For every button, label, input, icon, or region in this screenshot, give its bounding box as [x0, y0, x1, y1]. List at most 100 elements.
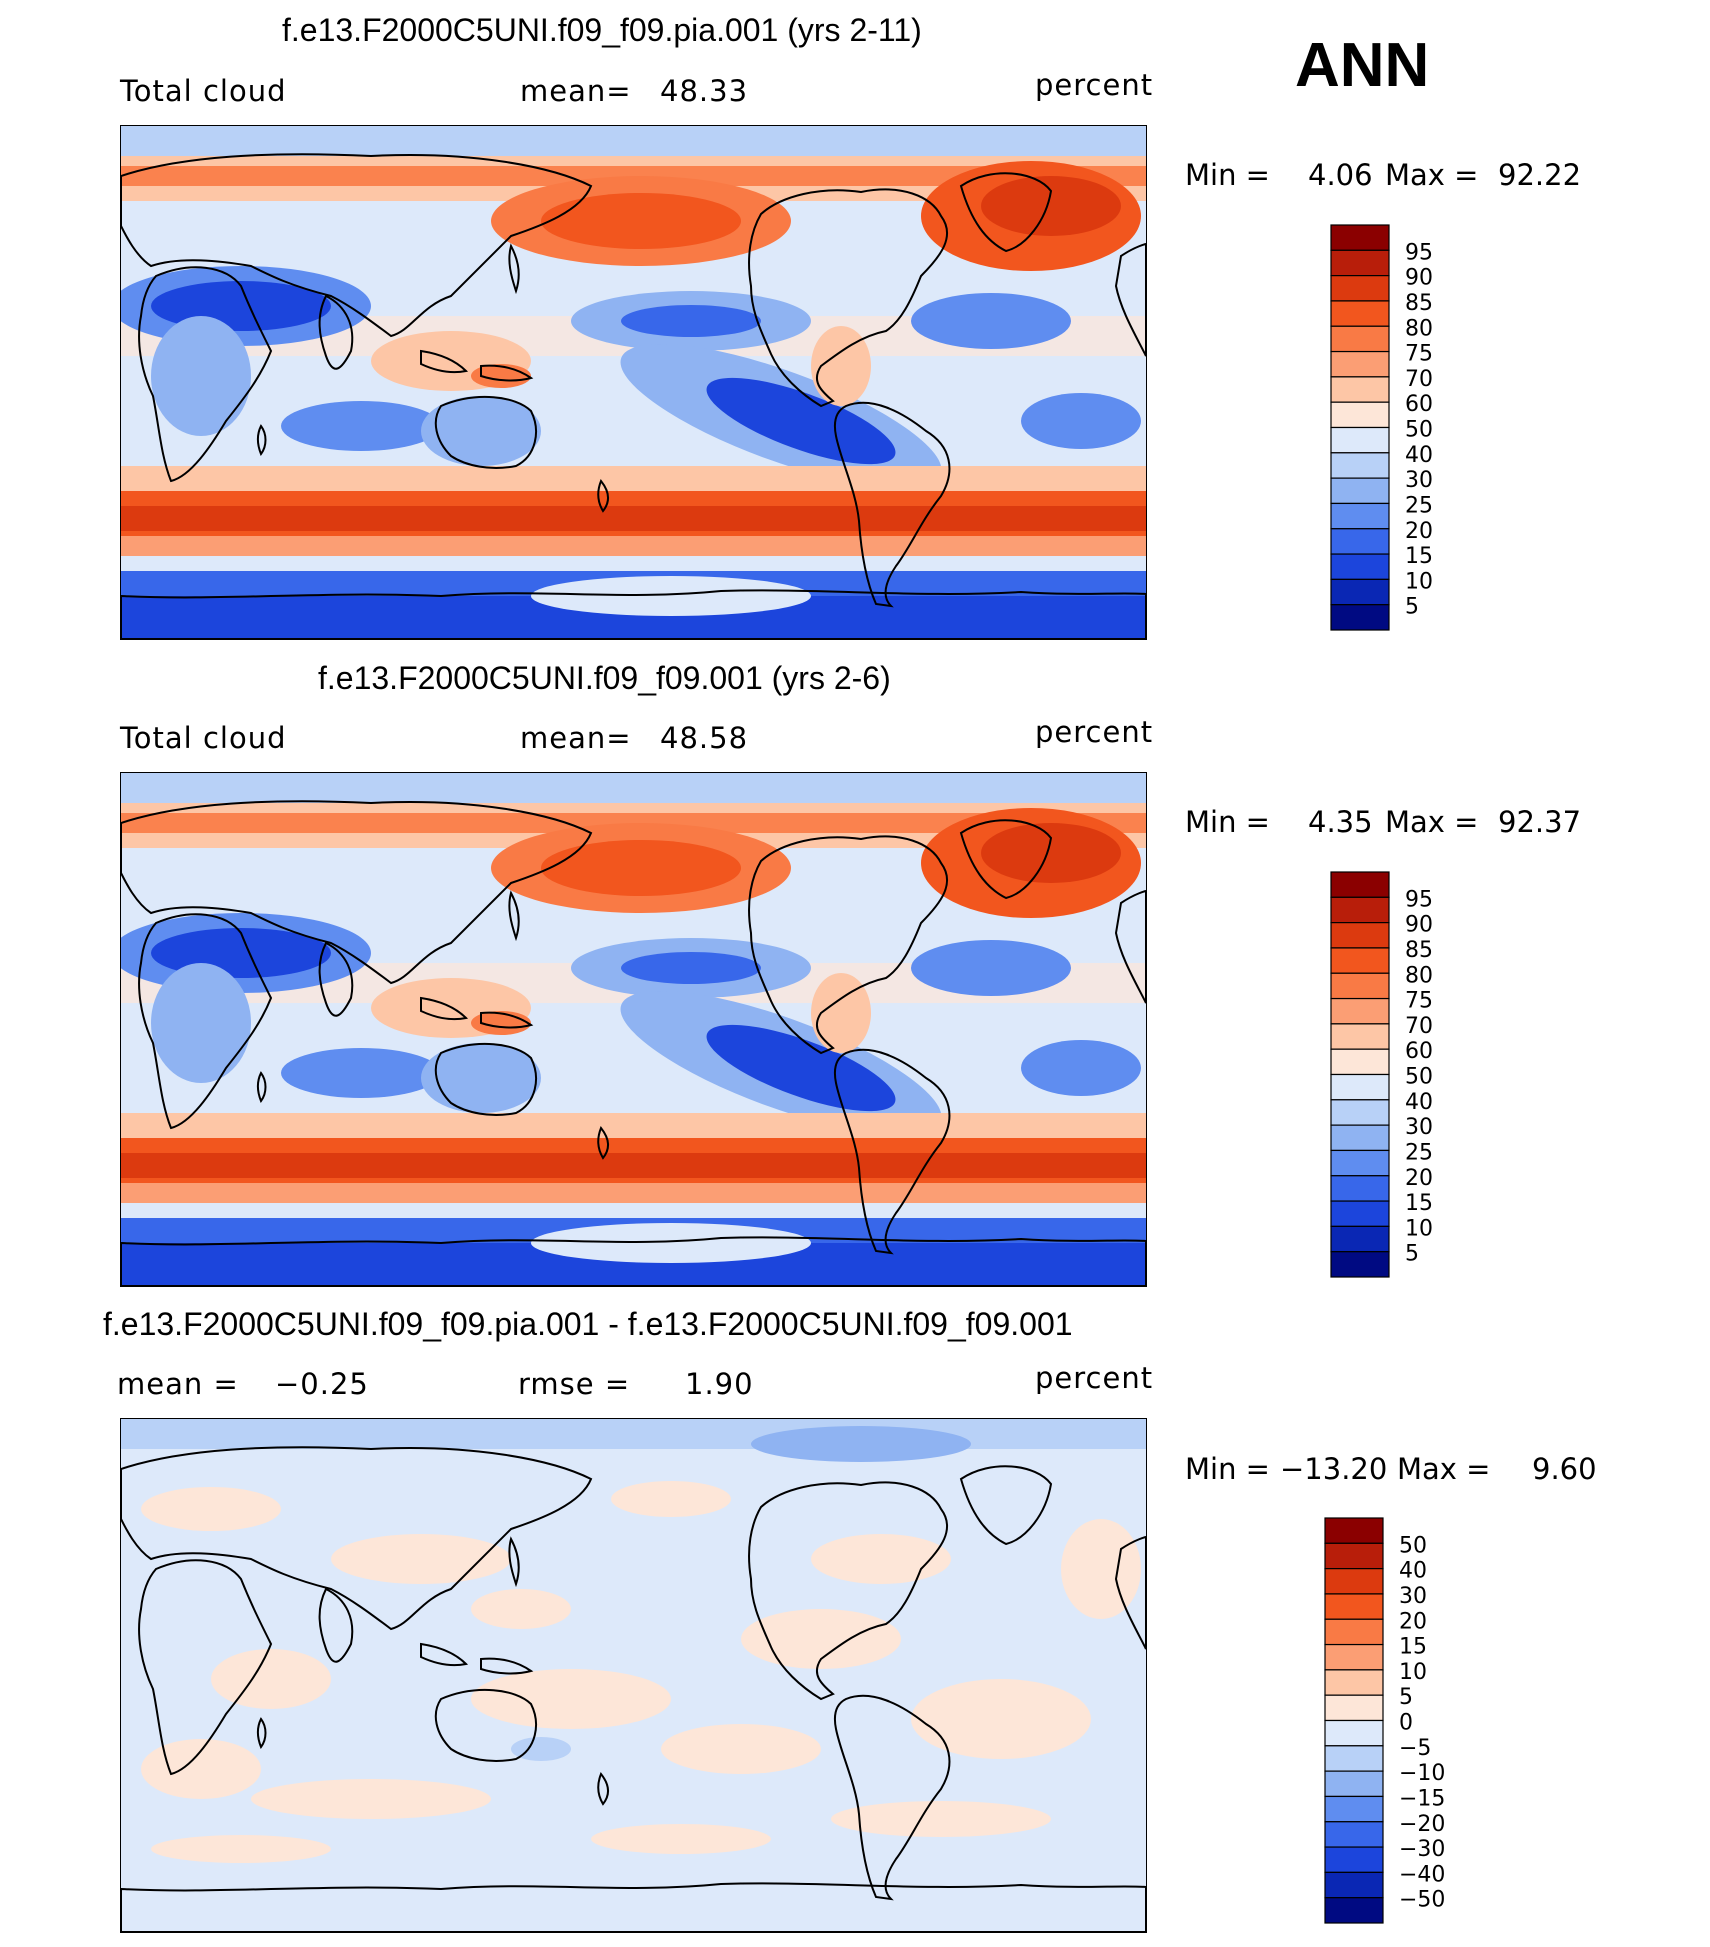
colorbar-swatch	[1330, 896, 1390, 924]
colorbar-tick-label: 90	[1405, 266, 1433, 291]
panel-2-map-field	[121, 773, 1146, 1286]
colorbar-swatch	[1330, 224, 1390, 251]
panel-3-max-value: 9.60	[1532, 1452, 1597, 1486]
colorbar-tick-label: 15	[1399, 1635, 1427, 1660]
colorbar-tick-label: 75	[1405, 989, 1433, 1014]
colorbar-tick-label: 50	[1405, 418, 1433, 443]
colorbar-tick-label: 75	[1405, 342, 1433, 367]
colorbar-tick-label: −50	[1399, 1888, 1445, 1913]
colorbar-swatch	[1330, 477, 1390, 505]
colorbar-tick-label: 10	[1405, 569, 1433, 594]
colorbar-tick-label: 70	[1405, 367, 1433, 392]
panel-1-units: percent	[1035, 68, 1154, 102]
panel-1-title: f.e13.F2000C5UNI.f09_f09.pia.001 (yrs 2-…	[282, 12, 922, 48]
panel-1-min-value: 4.06	[1308, 158, 1373, 192]
panel-3-rmse-value: 1.90	[685, 1367, 754, 1401]
colorbar-tick-label: −30	[1399, 1837, 1445, 1862]
colorbar-tick-label: 15	[1405, 1191, 1433, 1216]
colorbar-tick-label: 20	[1405, 1166, 1433, 1191]
colorbar-swatch	[1324, 1643, 1384, 1671]
panel-3-units: percent	[1035, 1361, 1154, 1395]
panel-1-min-label: Min =	[1185, 158, 1270, 192]
colorbar-swatch	[1330, 249, 1390, 277]
panel-1-max-label: Max =	[1385, 158, 1479, 192]
colorbar-tick-label: 50	[1405, 1065, 1433, 1090]
colorbar-tick-label: 30	[1399, 1584, 1427, 1609]
colorbar-swatch	[1324, 1821, 1384, 1848]
colorbar-tick-label: 85	[1405, 938, 1433, 963]
colorbar-swatch	[1330, 376, 1390, 403]
colorbar-swatch	[1324, 1719, 1384, 1747]
colorbar-swatch	[1324, 1568, 1384, 1595]
colorbar-swatch	[1330, 1023, 1390, 1050]
colorbar-swatch	[1324, 1770, 1384, 1798]
panel-3-map-field	[121, 1419, 1146, 1932]
colorbar-tick-label: 20	[1405, 519, 1433, 544]
panel-1-mean-label: mean=	[520, 74, 632, 108]
colorbar-swatch	[1330, 1251, 1390, 1278]
panel-2-mean-value: 48.58	[660, 721, 749, 755]
colorbar-swatch	[1324, 1897, 1384, 1924]
panel-2-max-value: 92.37	[1498, 805, 1582, 839]
colorbar-tick-label: 15	[1405, 544, 1433, 569]
colorbar-swatch	[1324, 1593, 1384, 1620]
colorbar-swatch	[1324, 1618, 1384, 1646]
colorbar-swatch	[1330, 947, 1390, 974]
colorbar-swatch	[1330, 1124, 1390, 1152]
colorbar-swatch	[1324, 1669, 1384, 1696]
colorbar-tick-label: 80	[1405, 963, 1433, 988]
panel-2-mean-label: mean=	[520, 721, 632, 755]
colorbar-swatch	[1330, 553, 1390, 580]
panel-2-min-label: Min =	[1185, 805, 1270, 839]
colorbar-swatch	[1324, 1694, 1384, 1722]
colorbar-swatch	[1330, 426, 1390, 454]
colorbar-swatch	[1330, 997, 1390, 1025]
panel-3-min-value: −13.20	[1280, 1452, 1388, 1486]
colorbar-tick-label: 90	[1405, 913, 1433, 938]
panel-1-max-value: 92.22	[1498, 158, 1582, 192]
colorbar-tick-label: −5	[1399, 1736, 1431, 1761]
colorbar-swatch	[1330, 452, 1390, 479]
colorbar-swatch	[1324, 1745, 1384, 1772]
colorbar-tick-label: −10	[1399, 1761, 1445, 1786]
colorbar-swatch	[1330, 922, 1390, 949]
colorbar-swatch	[1324, 1846, 1384, 1873]
colorbar-swatch	[1324, 1517, 1384, 1544]
colorbar-swatch	[1330, 578, 1390, 606]
colorbar-tick-label: −20	[1399, 1812, 1445, 1837]
panel-3-rmse-label: rmse =	[518, 1367, 631, 1401]
colorbar-tick-label: 60	[1405, 392, 1433, 417]
colorbar-tick-label: 40	[1405, 443, 1433, 468]
colorbar-tick-label: 95	[1405, 887, 1433, 912]
colorbar-tick-label: 40	[1399, 1559, 1427, 1584]
colorbar-swatch	[1324, 1795, 1384, 1823]
colorbar-swatch	[1324, 1542, 1384, 1570]
panel-3-max-label: Max =	[1397, 1452, 1491, 1486]
panel-3-mean-label: mean =	[117, 1367, 239, 1401]
colorbar-tick-label: 5	[1405, 1242, 1419, 1267]
colorbar-tick-label: 0	[1399, 1711, 1413, 1736]
colorbar-swatch	[1330, 871, 1390, 898]
panel-3-mean-value: −0.25	[275, 1367, 369, 1401]
colorbar-swatch	[1330, 275, 1390, 302]
colorbar-swatch	[1330, 300, 1390, 327]
colorbar-swatch	[1330, 325, 1390, 353]
colorbar-swatch	[1330, 972, 1390, 1000]
colorbar-swatch	[1330, 1073, 1390, 1101]
colorbar-tick-label: 50	[1399, 1533, 1427, 1558]
colorbar-tick-label: 5	[1399, 1685, 1413, 1710]
colorbar-swatch	[1330, 1225, 1390, 1253]
colorbar-tick-label: 30	[1405, 1115, 1433, 1140]
panel-3-title: f.e13.F2000C5UNI.f09_f09.pia.001 - f.e13…	[103, 1306, 1073, 1342]
colorbar-tick-label: 10	[1399, 1660, 1427, 1685]
colorbar-swatch	[1330, 502, 1390, 530]
panel-1-mean-value: 48.33	[660, 74, 749, 108]
colorbar-swatch	[1330, 1048, 1390, 1076]
colorbar-tick-label: 40	[1405, 1090, 1433, 1115]
panel-2-map	[120, 772, 1147, 1287]
panel-3-colorbar: 50 40 30 20 15 10 5 0 −5 −10 −15 −20 −30 −40 −50	[1324, 1517, 1465, 1924]
colorbar-swatch	[1330, 1149, 1390, 1177]
panel-3-min-label: Min =	[1185, 1452, 1270, 1486]
panel-2-colorbar: 95 90 85 80 75 70 60 50 40 30 25 20 15 10 5	[1330, 871, 1471, 1278]
panel-2-title: f.e13.F2000C5UNI.f09_f09.001 (yrs 2-6)	[318, 660, 891, 696]
